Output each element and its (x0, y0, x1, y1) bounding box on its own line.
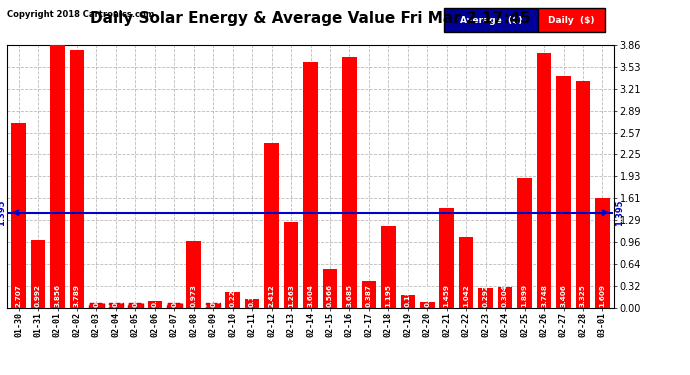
Text: 2.707: 2.707 (16, 284, 21, 307)
Text: 0.992: 0.992 (35, 284, 41, 307)
Text: Average  ($): Average ($) (460, 16, 522, 25)
Bar (31, 240, 46, 308)
Bar (264, 144, 279, 308)
Text: 0.097: 0.097 (152, 284, 158, 307)
Bar (108, 303, 124, 307)
Bar (284, 222, 298, 308)
Text: 3.748: 3.748 (541, 284, 547, 307)
Bar (400, 295, 415, 307)
Bar (11, 123, 26, 308)
Bar (575, 81, 590, 308)
Bar (128, 303, 143, 307)
Text: 0.000: 0.000 (210, 284, 216, 307)
Text: 0.000: 0.000 (113, 284, 119, 307)
Bar (89, 303, 104, 307)
Bar (50, 45, 65, 308)
Text: 1.609: 1.609 (600, 284, 605, 307)
Bar (226, 292, 240, 308)
FancyBboxPatch shape (444, 8, 538, 32)
Text: 0.973: 0.973 (190, 284, 197, 307)
Text: 0.292: 0.292 (482, 284, 489, 307)
Text: 0.223: 0.223 (230, 284, 236, 307)
Text: 1.459: 1.459 (444, 284, 450, 307)
Text: Daily Solar Energy & Average Value Fri Mar 2 17:45: Daily Solar Energy & Average Value Fri M… (90, 11, 531, 26)
Text: 0.000: 0.000 (132, 284, 139, 307)
Text: Daily  ($): Daily ($) (549, 16, 595, 25)
Text: 0.188: 0.188 (405, 284, 411, 307)
Bar (303, 62, 318, 308)
Bar (537, 53, 551, 308)
Bar (148, 301, 162, 307)
Bar (245, 299, 259, 307)
Bar (420, 302, 435, 307)
Text: 1.042: 1.042 (463, 284, 469, 307)
Bar (342, 57, 357, 308)
Text: 0.084: 0.084 (424, 284, 431, 307)
Text: 1.263: 1.263 (288, 284, 294, 307)
Bar (556, 76, 571, 307)
Text: 3.325: 3.325 (580, 284, 586, 307)
Text: 1.899: 1.899 (522, 284, 528, 307)
Text: 1.195: 1.195 (385, 284, 391, 307)
Text: 1.395: 1.395 (615, 200, 624, 226)
Text: 3.789: 3.789 (74, 284, 80, 307)
Text: 1.395: 1.395 (0, 200, 6, 226)
Bar (478, 288, 493, 308)
Text: 0.304: 0.304 (502, 284, 508, 307)
Text: 3.604: 3.604 (308, 284, 313, 307)
Bar (440, 208, 454, 308)
Bar (497, 287, 513, 308)
Text: 0.125: 0.125 (249, 284, 255, 307)
Text: 0.000: 0.000 (171, 284, 177, 307)
Bar (518, 178, 532, 308)
Bar (459, 237, 473, 308)
Bar (362, 281, 376, 308)
Text: 0.000: 0.000 (93, 284, 99, 307)
Text: 3.856: 3.856 (55, 284, 61, 307)
Text: Copyright 2018 Cartronics.com: Copyright 2018 Cartronics.com (7, 10, 155, 19)
FancyBboxPatch shape (538, 8, 605, 32)
Bar (323, 269, 337, 308)
Bar (206, 303, 221, 307)
Text: 0.566: 0.566 (327, 284, 333, 307)
Bar (167, 303, 181, 307)
Text: 0.387: 0.387 (366, 284, 372, 307)
Text: 2.412: 2.412 (268, 284, 275, 307)
Bar (186, 242, 201, 308)
Bar (595, 198, 610, 308)
Text: 3.685: 3.685 (346, 284, 353, 307)
Text: 3.406: 3.406 (560, 284, 566, 307)
Bar (381, 226, 395, 308)
Bar (70, 50, 84, 308)
